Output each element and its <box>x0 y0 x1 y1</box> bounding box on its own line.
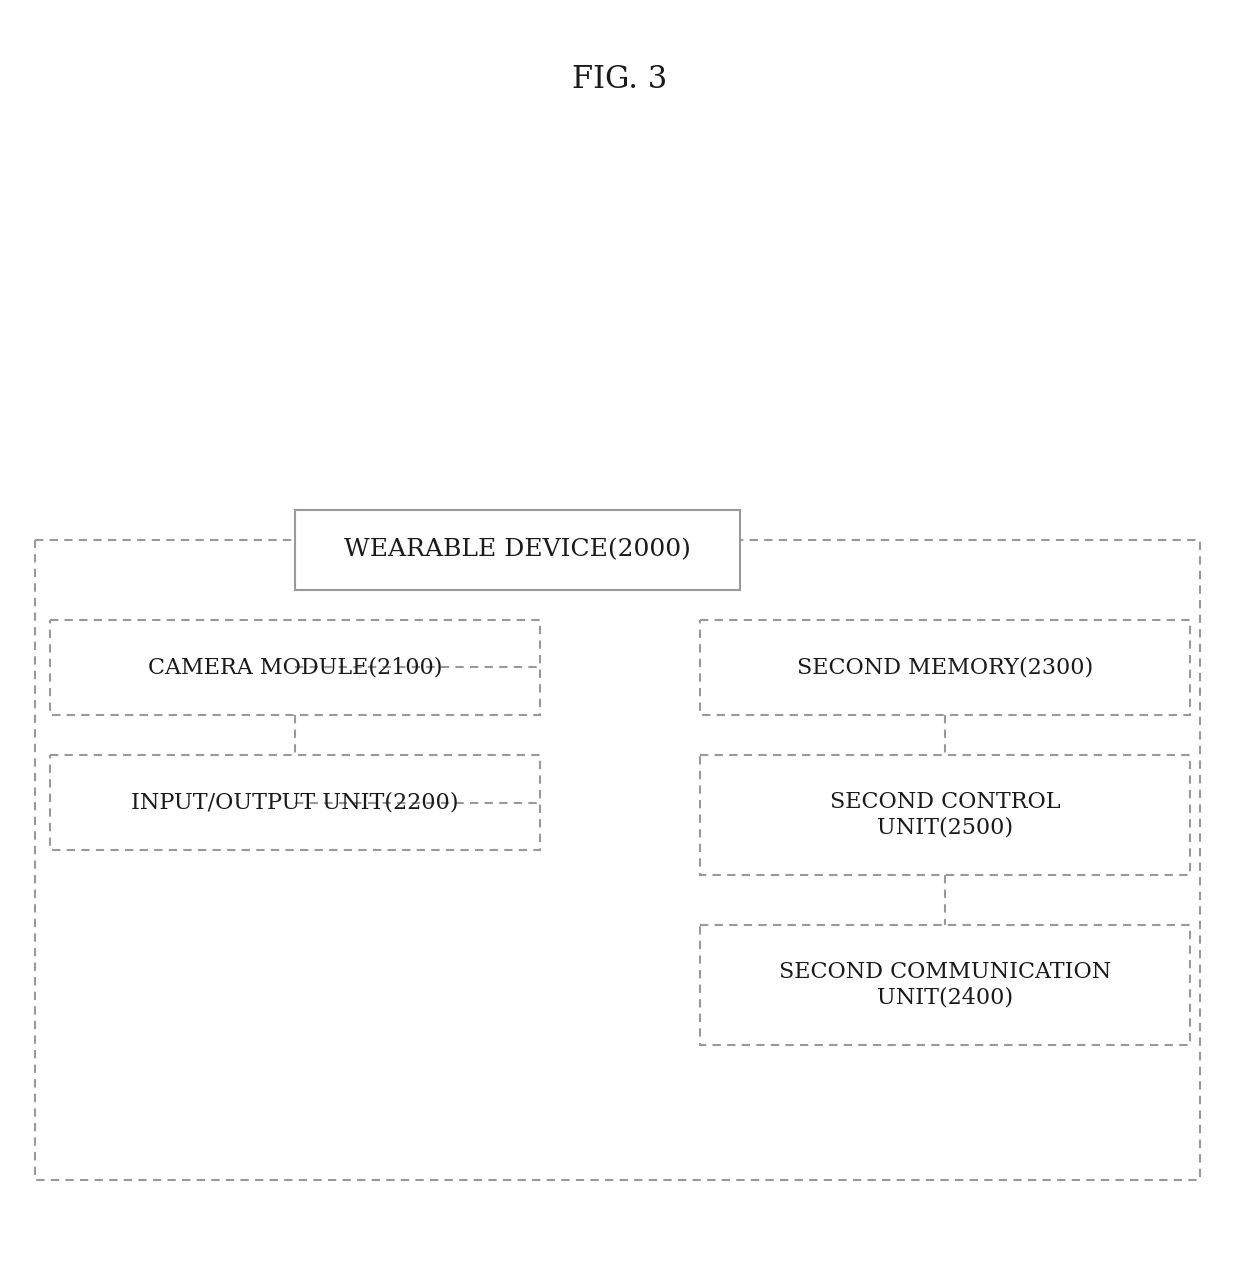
Bar <box>35 540 1200 1181</box>
Text: SECOND COMMUNICATION
UNIT(2400): SECOND COMMUNICATION UNIT(2400) <box>779 962 1111 1009</box>
Text: INPUT/OUTPUT UNIT(2200): INPUT/OUTPUT UNIT(2200) <box>131 791 459 814</box>
Text: SECOND MEMORY(2300): SECOND MEMORY(2300) <box>797 656 1094 679</box>
Text: SECOND CONTROL
UNIT(2500): SECOND CONTROL UNIT(2500) <box>830 791 1060 839</box>
Text: WEARABLE DEVICE(2000): WEARABLE DEVICE(2000) <box>343 538 691 561</box>
Bar <box>701 621 1190 715</box>
Bar <box>701 925 1190 1045</box>
Bar <box>701 755 1190 875</box>
Text: CAMERA MODULE(2100): CAMERA MODULE(2100) <box>148 656 443 679</box>
Bar <box>50 621 539 715</box>
Text: FIG. 3: FIG. 3 <box>573 64 667 96</box>
Bar <box>295 509 740 590</box>
Bar <box>50 755 539 849</box>
